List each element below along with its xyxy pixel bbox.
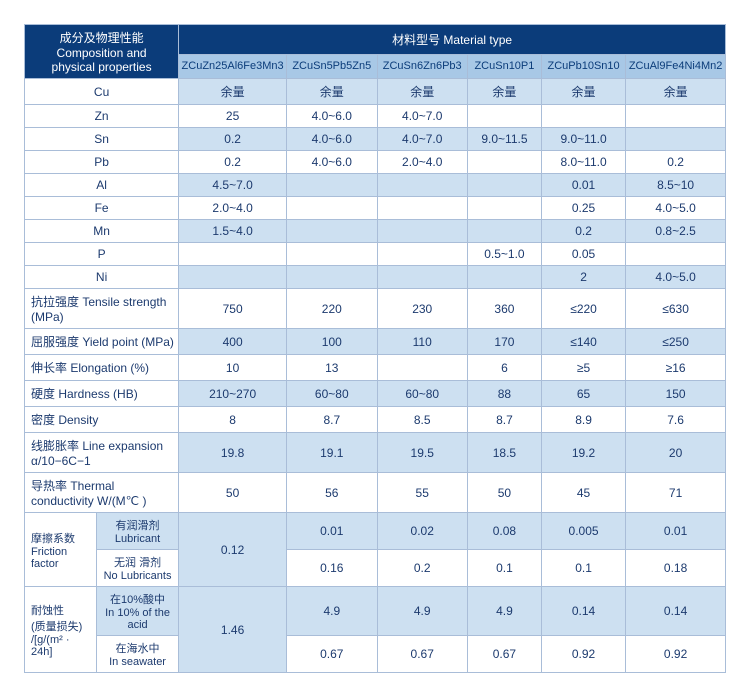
row-label: 线膨胀率 Line expansion α/10−6C−1 bbox=[25, 433, 179, 473]
row-label: Cu bbox=[25, 79, 179, 105]
table-row: Cu余量余量余量余量余量余量 bbox=[25, 79, 726, 105]
mat-col-4: ZCuPb10Sn10 bbox=[541, 54, 625, 78]
table-row: 线膨胀率 Line expansion α/10−6C−119.819.119.… bbox=[25, 433, 726, 473]
material-spec-table: 成分及物理性能 Composition and physical propert… bbox=[24, 24, 726, 673]
row-label: 伸长率 Elongation (%) bbox=[25, 355, 179, 381]
table-row: 硬度 Hardness (HB)210~27060~8060~808865150 bbox=[25, 381, 726, 407]
table-row: 屈服强度 Yield point (MPa)400100110170≤140≤2… bbox=[25, 329, 726, 355]
corrosion-group-label: 耐蚀性 (质量损失) /[g/(m² · 24h] bbox=[25, 587, 97, 673]
table-row: Sn0.24.0~6.04.0~7.09.0~11.59.0~11.0 bbox=[25, 128, 726, 151]
header-left-en1: Composition and bbox=[57, 46, 147, 60]
table-row: Pb0.24.0~6.02.0~4.08.0~11.00.2 bbox=[25, 151, 726, 174]
row-label: 导热率 Thermal conductivity W/(M℃ ) bbox=[25, 473, 179, 513]
mat-col-3: ZCuSn10P1 bbox=[467, 54, 541, 78]
corrosion-sub2: 在海水中 In seawater bbox=[96, 636, 178, 673]
row-label: Mn bbox=[25, 220, 179, 243]
row-label: Zn bbox=[25, 105, 179, 128]
table-row: 密度 Density88.78.58.78.97.6 bbox=[25, 407, 726, 433]
table-row: Zn254.0~6.04.0~7.0 bbox=[25, 105, 726, 128]
row-label: Sn bbox=[25, 128, 179, 151]
row-label: Al bbox=[25, 174, 179, 197]
mat-col-2: ZCuSn6Zn6Pb3 bbox=[377, 54, 467, 78]
row-label: Pb bbox=[25, 151, 179, 174]
friction-merged: 0.12 bbox=[179, 513, 287, 587]
row-label: 硬度 Hardness (HB) bbox=[25, 381, 179, 407]
row-label: 屈服强度 Yield point (MPa) bbox=[25, 329, 179, 355]
header-left-en2: physical properties bbox=[52, 60, 152, 74]
corrosion-sub1: 在10%酸中 In 10% of the acid bbox=[96, 587, 178, 636]
table-row: Mn1.5~4.00.20.8~2.5 bbox=[25, 220, 726, 243]
table-row: 导热率 Thermal conductivity W/(M℃ )50565550… bbox=[25, 473, 726, 513]
header-left: 成分及物理性能 Composition and physical propert… bbox=[25, 25, 179, 79]
row-label: Fe bbox=[25, 197, 179, 220]
mat-col-5: ZCuAl9Fe4Ni4Mn2 bbox=[626, 54, 726, 78]
row-label: Ni bbox=[25, 266, 179, 289]
friction-sub1: 有润滑剂 Lubricant bbox=[96, 513, 178, 550]
table-row: 抗拉强度 Tensile strength (MPa)750220230360≤… bbox=[25, 289, 726, 329]
header-right: 材料型号 Material type bbox=[179, 25, 726, 55]
table-row: Ni24.0~5.0 bbox=[25, 266, 726, 289]
table-row: 伸长率 Elongation (%)10136≥5≥16 bbox=[25, 355, 726, 381]
table-row: Al4.5~7.00.018.5~10 bbox=[25, 174, 726, 197]
friction-group-label: 摩擦系数 Friction factor bbox=[25, 513, 97, 587]
mat-col-1: ZCuSn5Pb5Zn5 bbox=[287, 54, 377, 78]
table-row: P0.5~1.00.05 bbox=[25, 243, 726, 266]
row-label: P bbox=[25, 243, 179, 266]
corrosion-merged: 1.46 bbox=[179, 587, 287, 673]
row-label: 密度 Density bbox=[25, 407, 179, 433]
header-left-cn: 成分及物理性能 bbox=[60, 31, 144, 45]
mat-col-0: ZCuZn25Al6Fe3Mn3 bbox=[179, 54, 287, 78]
row-label: 抗拉强度 Tensile strength (MPa) bbox=[25, 289, 179, 329]
friction-sub2: 无润 滑剂 No Lubricants bbox=[96, 550, 178, 587]
table-row: Fe2.0~4.00.254.0~5.0 bbox=[25, 197, 726, 220]
